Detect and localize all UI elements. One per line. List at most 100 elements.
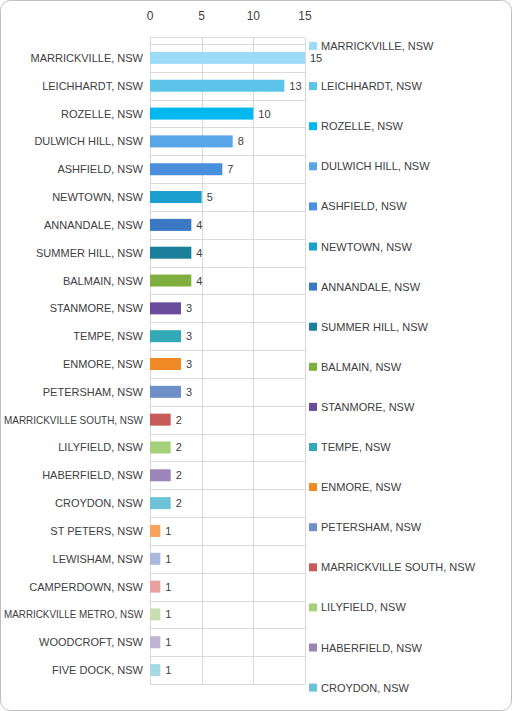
row-line: [150, 461, 305, 462]
data-label: 10: [258, 108, 270, 120]
data-label: 3: [186, 330, 192, 342]
data-label: 2: [176, 441, 182, 453]
legend-label: LILYFIELD, NSW: [321, 601, 406, 613]
category-label: FIVE DOCK, NSW: [52, 664, 144, 676]
data-label: 1: [165, 525, 171, 537]
legend-swatch: [309, 323, 317, 331]
category-label: MARRICKVILLE METRO, NSW: [4, 608, 144, 620]
category-label: LEICHHARDT, NSW: [42, 80, 143, 92]
category-label: PETERSHAM, NSW: [43, 386, 144, 398]
bar: [150, 275, 191, 287]
legend-swatch: [309, 563, 317, 571]
legend-label: CROYDON, NSW: [321, 682, 410, 694]
data-label: 3: [186, 386, 192, 398]
row-line: [150, 322, 305, 323]
bar: [150, 302, 181, 314]
row-line: [150, 350, 305, 351]
row-line: [150, 100, 305, 101]
category-label: ENMORE, NSW: [63, 358, 144, 370]
category-label: ANNANDALE, NSW: [44, 219, 144, 231]
category-label: TEMPE, NSW: [73, 330, 143, 342]
data-label: 13: [289, 80, 301, 92]
bar: [150, 608, 160, 620]
bar: [150, 664, 160, 676]
category-label: NEWTOWN, NSW: [52, 191, 143, 203]
row-line: [150, 545, 305, 546]
legend-label: DULWICH HILL, NSW: [321, 160, 430, 172]
bar: [150, 525, 160, 537]
legend-label: NEWTOWN, NSW: [321, 241, 412, 253]
category-label: CROYDON, NSW: [55, 497, 144, 509]
legend-label: LEICHHARDT, NSW: [321, 80, 422, 92]
category-label: SUMMER HILL, NSW: [36, 247, 144, 259]
data-label: 5: [207, 191, 213, 203]
bar: [150, 80, 284, 92]
category-label: CAMPERDOWN, NSW: [29, 581, 143, 593]
category-label: MARRICKVILLE, NSW: [31, 52, 144, 64]
legend: MARRICKVILLE, NSWLEICHHARDT, NSWROZELLE,…: [309, 40, 476, 694]
category-label: ASHFIELD, NSW: [57, 163, 143, 175]
category-label: BALMAIN, NSW: [63, 275, 144, 287]
data-label: 3: [186, 358, 192, 370]
data-label: 1: [165, 664, 171, 676]
data-label: 2: [176, 469, 182, 481]
category-label: DULWICH HILL, NSW: [34, 135, 143, 147]
category-label: WOODCROFT, NSW: [39, 636, 143, 648]
row-line: [150, 267, 305, 268]
bar: [150, 497, 171, 509]
legend-label: ANNANDALE, NSW: [321, 281, 421, 293]
legend-label: ASHFIELD, NSW: [321, 200, 407, 212]
legend-label: ENMORE, NSW: [321, 481, 402, 493]
category-label: HABERFIELD, NSW: [42, 469, 143, 481]
data-label: 4: [196, 219, 202, 231]
legend-swatch: [309, 82, 317, 90]
legend-label: TEMPE, NSW: [321, 441, 391, 453]
grid-line: [202, 38, 203, 684]
bar: [150, 414, 171, 426]
row-line: [150, 294, 305, 295]
legend-swatch: [309, 483, 317, 491]
category-label: MARRICKVILLE SOUTH, NSW: [4, 414, 144, 426]
row-line: [150, 684, 305, 685]
data-label: 1: [165, 636, 171, 648]
row-line: [150, 127, 305, 128]
bar: [150, 108, 253, 120]
row-line: [150, 517, 305, 518]
bar: [150, 330, 181, 342]
chart-frame: [1, 1, 512, 711]
legend-swatch: [309, 42, 317, 50]
row-line: [150, 601, 305, 602]
bars: [150, 52, 305, 676]
legend-swatch: [309, 644, 317, 652]
bar: [150, 358, 181, 370]
legend-label: BALMAIN, NSW: [321, 361, 402, 373]
data-label: 15: [310, 52, 322, 64]
legend-swatch: [309, 603, 317, 611]
tick-label: 10: [247, 9, 261, 23]
category-label: LILYFIELD, NSW: [58, 441, 143, 453]
legend-swatch: [309, 243, 317, 251]
legend-swatch: [309, 283, 317, 291]
legend-swatch: [309, 122, 317, 130]
row-line: [150, 239, 305, 240]
bar: [150, 581, 160, 593]
category-label: STANMORE, NSW: [50, 302, 144, 314]
bar: [150, 441, 171, 453]
data-label: 2: [176, 414, 182, 426]
legend-label: PETERSHAM, NSW: [321, 521, 422, 533]
row-line: [150, 434, 305, 435]
bar: [150, 386, 181, 398]
data-label: 2: [176, 497, 182, 509]
legend-swatch: [309, 403, 317, 411]
row-line: [150, 183, 305, 184]
data-label: 1: [165, 581, 171, 593]
bar: [150, 191, 202, 203]
data-label: 1: [165, 553, 171, 565]
legend-label: ROZELLE, NSW: [321, 120, 404, 132]
data-label: 4: [196, 247, 202, 259]
row-line: [150, 489, 305, 490]
category-label: LEWISHAM, NSW: [53, 553, 144, 565]
legend-swatch: [309, 523, 317, 531]
bar: [150, 52, 305, 64]
row-line: [150, 573, 305, 574]
